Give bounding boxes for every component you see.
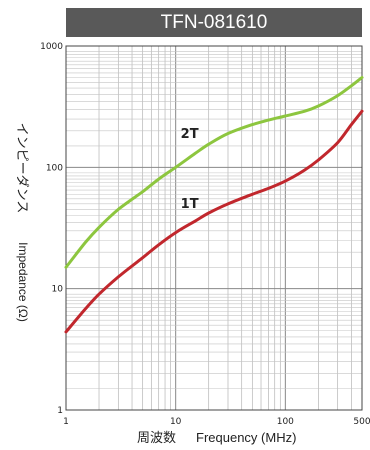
- x-axis-label-jp: 周波数: [137, 431, 176, 446]
- y-tick-label: 1: [57, 406, 63, 416]
- x-tick-label: 100: [277, 417, 294, 427]
- y-axis-label: Impedance (Ω): [16, 242, 30, 322]
- series-layer: [64, 76, 364, 334]
- x-tick-label: 10: [170, 417, 182, 427]
- y-tick-label: 100: [46, 163, 63, 173]
- y-tick-label: 10: [52, 285, 64, 295]
- x-tick-label: 1: [63, 417, 69, 427]
- series-label-1t: 1T: [181, 197, 199, 212]
- tick-labels: 1 10 100 500 1 10 100 1000: [40, 42, 370, 427]
- series-labels: 2T 1T: [181, 127, 199, 212]
- series-label-2t: 2T: [181, 127, 199, 142]
- grid: [65, 46, 363, 411]
- series-line-2t: [64, 76, 364, 269]
- x-axis-label: Frequency (MHz): [196, 430, 296, 445]
- y-tick-label: 1000: [40, 42, 63, 52]
- series-line-1t: [64, 109, 364, 334]
- plot-frame: [65, 45, 363, 411]
- x-tick-label: 500: [353, 417, 370, 427]
- y-axis-label-jp: インピーダンス: [14, 123, 29, 214]
- chart-title: TFN-081610: [66, 8, 362, 37]
